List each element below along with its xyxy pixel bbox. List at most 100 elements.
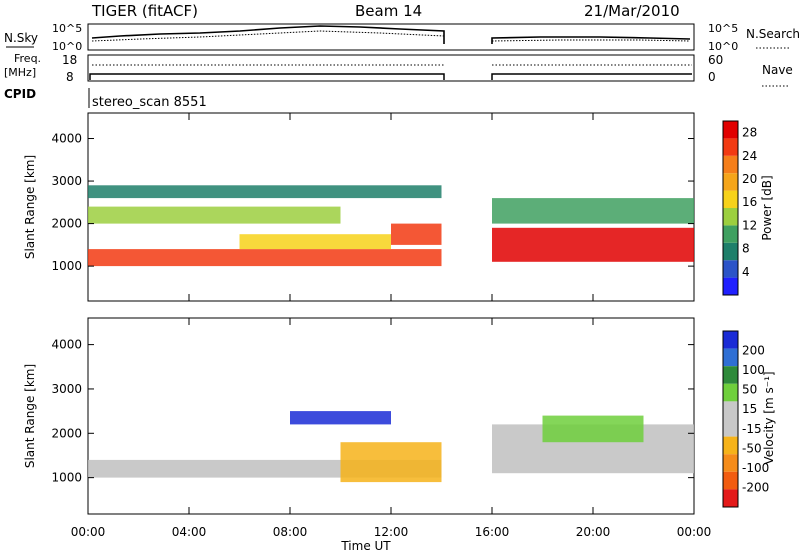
y-tick-label: 4000	[51, 338, 82, 352]
velocity-colorbar-swatch	[723, 489, 738, 507]
power-colorbar-tick-label: 8	[742, 242, 750, 256]
nsky-curve-1	[91, 25, 691, 44]
velocity-colorbar-swatch	[723, 454, 738, 472]
cpid-label: CPID	[4, 87, 36, 101]
y-tick-label: 3000	[51, 174, 82, 188]
y-tick-label: 1000	[51, 471, 82, 485]
power-colorbar-swatch	[723, 155, 738, 174]
y-tick-label: 1000	[51, 259, 82, 273]
freq-unit: [MHz]	[4, 66, 36, 79]
power-colorbar-swatch	[723, 190, 738, 208]
velocity-colorbar-label: Velocity [m s⁻¹]	[762, 371, 776, 464]
power-colorbar-tick-label: 28	[742, 126, 757, 140]
scatter-band	[88, 185, 442, 199]
velocity-bands	[88, 411, 694, 483]
x-tick-label: 04:00	[172, 525, 207, 539]
power-colorbar-tick-label: 24	[742, 149, 757, 163]
nave-tick-low: 0	[708, 70, 716, 84]
power-colorbar-tick-label: 20	[742, 172, 757, 186]
nave-label: Nave	[762, 63, 793, 77]
velocity-panel: 1000 2000 3000 4000 Slant Range [km]	[23, 317, 695, 515]
freq-strip-frame	[87, 54, 695, 82]
velocity-colorbar-tick-label: 100	[742, 363, 765, 377]
y-tick-label: 2000	[51, 217, 82, 231]
y-tick-label: 2000	[51, 426, 82, 440]
power-colorbar-tick-label: 12	[742, 218, 757, 232]
scatter-band	[88, 206, 341, 224]
freq-strip: Freq. [MHz] 18 8 60 0 Nave	[4, 52, 793, 87]
power-colorbar-swatch	[723, 121, 738, 139]
time-axis-label: Time UT	[340, 539, 391, 553]
power-colorbar-swatch	[723, 225, 738, 243]
velocity-colorbar: 200 100 50 15 -15 -50 -100 -200 Velocity [m s⁻¹…	[722, 330, 776, 508]
velocity-colorbar-swatch	[723, 419, 738, 437]
date-label: 21/Mar/2010	[584, 2, 680, 20]
velocity-colorbar-swatch	[723, 366, 738, 384]
velocity-colorbar-swatch	[723, 401, 738, 419]
scatter-band	[340, 442, 442, 483]
count-strip: N.Sky 10^5 10^0 10^5 10^0 N.Search	[4, 22, 800, 53]
freq-curve	[89, 73, 692, 80]
x-tick-label: 20:00	[576, 525, 611, 539]
x-tick-label: 08:00	[273, 525, 308, 539]
y-tick-label: 4000	[51, 132, 82, 146]
x-tick-label: 00:00	[71, 525, 106, 539]
count-tick-right-low: 10^0	[708, 40, 738, 53]
velocity-colorbar-swatch	[723, 383, 738, 402]
power-ylabel: Slant Range [km]	[23, 155, 37, 259]
power-colorbar-ticks: 4 8 12 16 20 24 28	[742, 126, 757, 279]
count-strip-frame	[87, 23, 695, 51]
power-colorbar-swatch	[723, 260, 738, 278]
velocity-colorbar-tick-label: -15	[742, 422, 762, 436]
power-colorbar-frame	[722, 120, 739, 296]
scatter-band	[239, 234, 391, 250]
count-tick-left-low: 10^0	[52, 40, 82, 53]
x-tick-label: 12:00	[374, 525, 409, 539]
nsearch-curve	[91, 30, 691, 42]
x-tick-label: 00:00	[677, 525, 712, 539]
beam-label: Beam 14	[355, 2, 422, 20]
velocity-y-ticks: 1000 2000 3000 4000	[51, 318, 695, 514]
freq-label: Freq.	[14, 52, 41, 65]
power-bands	[88, 185, 694, 267]
velocity-colorbar-frame	[722, 330, 739, 508]
power-colorbar-tick-label: 4	[742, 265, 750, 279]
count-tick-right-high: 10^5	[708, 22, 738, 35]
power-colorbar-label: Power [dB]	[760, 175, 774, 240]
power-colorbar-swatch	[723, 242, 738, 261]
freq-tick-low: 8	[66, 70, 74, 84]
velocity-colorbar-swatch	[723, 471, 738, 490]
velocity-ylabel: Slant Range [km]	[23, 364, 37, 468]
count-tick-left-high: 10^5	[52, 22, 82, 35]
velocity-colorbar-swatch	[723, 348, 738, 367]
x-tick-label: 16:00	[475, 525, 510, 539]
velocity-colorbar-tick-label: -50	[742, 441, 762, 455]
freq-tick-high: 18	[62, 53, 77, 67]
nsearch-label: N.Search	[746, 27, 800, 41]
power-colorbar-swatch	[723, 277, 738, 295]
cpid-value: stereo_scan 8551	[92, 95, 207, 110]
velocity-colorbar-swatch	[723, 436, 738, 455]
power-colorbar: 4 8 12 16 20 24 28 Power [dB]	[722, 120, 774, 296]
scatter-band	[492, 198, 694, 224]
nsky-label: N.Sky	[4, 31, 38, 45]
scatter-band	[290, 411, 391, 425]
time-axis-ticks: 00:00 04:00 08:00 12:00 16:00 20:00 00:00	[71, 525, 712, 539]
velocity-colorbar-swatches	[723, 331, 738, 507]
scatter-band	[88, 249, 442, 267]
velocity-colorbar-tick-label: 200	[742, 344, 765, 358]
nave-tick-high: 60	[708, 53, 723, 67]
velocity-colorbar-tick-label: 15	[742, 402, 757, 416]
power-colorbar-swatch	[723, 138, 738, 156]
power-y-ticks: 1000 2000 3000 4000	[51, 113, 695, 301]
power-panel: 1000 2000 3000 4000 Slant Range [km]	[23, 112, 695, 302]
velocity-colorbar-tick-label: -100	[742, 461, 769, 475]
power-colorbar-tick-label: 16	[742, 195, 757, 209]
scatter-band	[492, 227, 694, 262]
power-colorbar-swatch	[723, 208, 738, 226]
velocity-colorbar-swatch	[723, 331, 738, 349]
velocity-colorbar-tick-label: -200	[742, 480, 769, 494]
power-colorbar-swatch	[723, 173, 738, 191]
velocity-colorbar-tick-label: 50	[742, 383, 757, 397]
